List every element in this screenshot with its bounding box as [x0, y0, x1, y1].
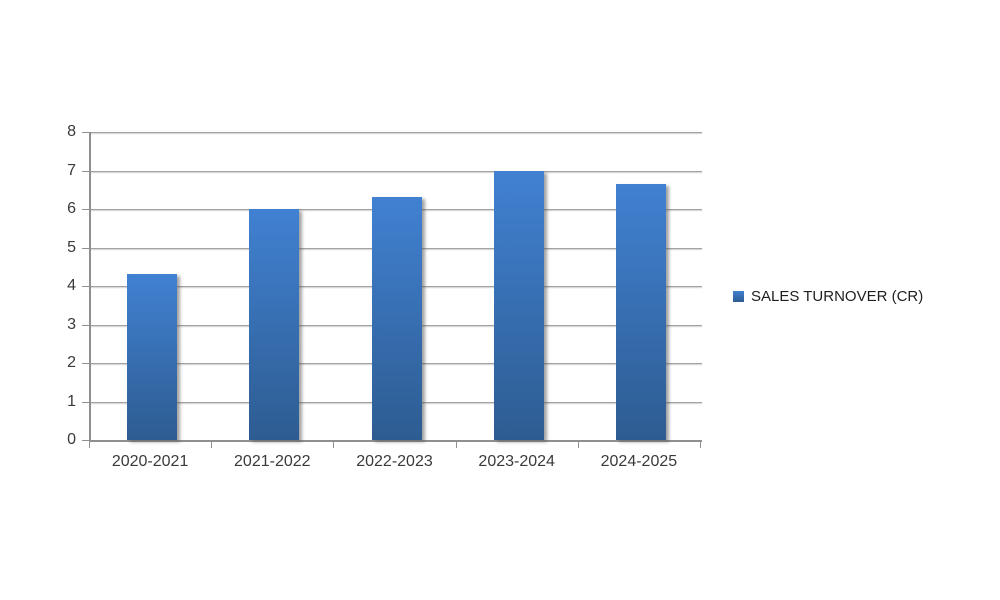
y-tick-6 — [82, 209, 89, 210]
plot-area — [89, 132, 702, 442]
y-axis-label-6: 6 — [67, 200, 76, 217]
x-tick-4 — [577, 442, 579, 448]
x-tick-1 — [211, 442, 213, 448]
x-tick-3 — [455, 442, 457, 448]
y-tick-3 — [82, 324, 89, 326]
y-axis-label-2: 2 — [67, 354, 76, 371]
y-tick-0 — [82, 440, 89, 441]
y-axis-label-3: 3 — [67, 315, 76, 333]
bar-2020-2021 — [127, 274, 178, 440]
y-axis-label-5: 5 — [67, 238, 76, 256]
bar-2021-2022 — [249, 209, 300, 440]
x-axis-label-2023-2024: 2023-2024 — [478, 453, 555, 470]
gridline-7 — [91, 170, 702, 172]
bar-2024-2025 — [615, 183, 666, 440]
y-tick-1 — [82, 401, 89, 403]
y-axis-label-1: 1 — [67, 392, 76, 410]
bar-2022-2023 — [371, 197, 422, 440]
x-tick-0 — [89, 442, 90, 448]
legend-label: SALES TURNOVER (CR) — [751, 287, 924, 305]
legend-swatch-icon — [733, 290, 744, 302]
y-axis-label-0: 0 — [67, 431, 76, 448]
x-axis-label-2020-2021: 2020-2021 — [111, 453, 189, 470]
legend: SALES TURNOVER (CR) — [733, 287, 923, 305]
x-axis-label-2021-2022: 2021-2022 — [234, 453, 311, 470]
x-axis-label-2022-2023: 2022-2023 — [356, 453, 433, 470]
y-axis-label-8: 8 — [67, 123, 76, 140]
y-tick-8 — [82, 132, 89, 133]
y-tick-2 — [82, 363, 89, 364]
gridline-8 — [91, 132, 702, 133]
y-axis-label-4: 4 — [67, 277, 76, 294]
bar-2023-2024 — [493, 170, 544, 440]
y-tick-5 — [82, 247, 89, 249]
x-tick-5 — [700, 442, 701, 448]
x-tick-2 — [333, 442, 335, 448]
x-axis-label-2024-2025: 2024-2025 — [600, 453, 678, 470]
y-axis-label-7: 7 — [67, 161, 76, 179]
y-tick-4 — [82, 286, 89, 287]
y-tick-7 — [82, 170, 89, 172]
